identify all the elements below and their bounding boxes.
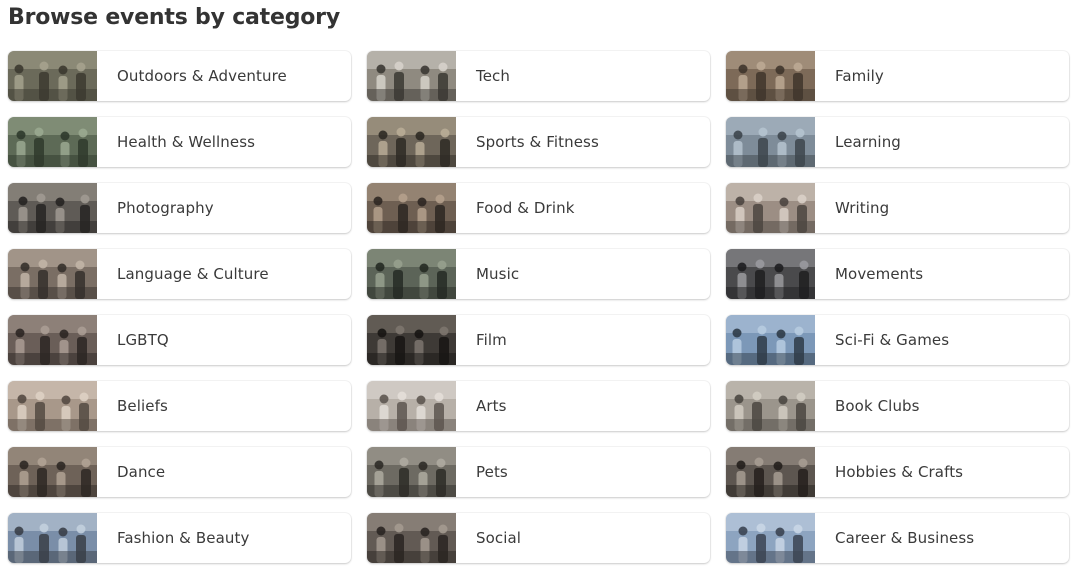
writing-photo bbox=[726, 183, 815, 233]
category-card[interactable]: Sci-Fi & Games bbox=[726, 315, 1069, 365]
learning-photo bbox=[726, 117, 815, 167]
arts-photo bbox=[367, 381, 456, 431]
category-label: Sci-Fi & Games bbox=[835, 331, 950, 349]
category-label: Dance bbox=[117, 463, 166, 481]
scifi-photo bbox=[726, 315, 815, 365]
category-card[interactable]: Tech bbox=[367, 51, 710, 101]
category-card[interactable]: Arts bbox=[367, 381, 710, 431]
category-label: Social bbox=[476, 529, 522, 547]
category-card[interactable]: Book Clubs bbox=[726, 381, 1069, 431]
page-title: Browse events by category bbox=[8, 5, 340, 30]
outdoors-photo bbox=[8, 51, 97, 101]
category-card[interactable]: Health & Wellness bbox=[8, 117, 351, 167]
category-label: Arts bbox=[476, 397, 507, 415]
category-label: Food & Drink bbox=[476, 199, 575, 217]
category-card[interactable]: Beliefs bbox=[8, 381, 351, 431]
category-card[interactable]: Food & Drink bbox=[367, 183, 710, 233]
category-label: Fashion & Beauty bbox=[117, 529, 250, 547]
category-card[interactable]: Language & Culture bbox=[8, 249, 351, 299]
category-card[interactable]: Film bbox=[367, 315, 710, 365]
category-label: Film bbox=[476, 331, 507, 349]
photography-photo bbox=[8, 183, 97, 233]
category-card[interactable]: Hobbies & Crafts bbox=[726, 447, 1069, 497]
category-card[interactable]: Music bbox=[367, 249, 710, 299]
category-label: Beliefs bbox=[117, 397, 168, 415]
category-grid: Outdoors & Adventure Tech Family Health & W… bbox=[8, 51, 1070, 563]
category-label: Hobbies & Crafts bbox=[835, 463, 964, 481]
movements-photo bbox=[726, 249, 815, 299]
category-label: Sports & Fitness bbox=[476, 133, 599, 151]
category-card[interactable]: LGBTQ bbox=[8, 315, 351, 365]
tech-photo bbox=[367, 51, 456, 101]
category-label: Photography bbox=[117, 199, 214, 217]
category-label: Pets bbox=[476, 463, 508, 481]
category-label: Health & Wellness bbox=[117, 133, 256, 151]
health-photo bbox=[8, 117, 97, 167]
pets-photo bbox=[367, 447, 456, 497]
beliefs-photo bbox=[8, 381, 97, 431]
category-label: Book Clubs bbox=[835, 397, 920, 415]
category-card[interactable]: Photography bbox=[8, 183, 351, 233]
category-card[interactable]: Family bbox=[726, 51, 1069, 101]
category-label: Outdoors & Adventure bbox=[117, 67, 287, 85]
category-card[interactable]: Outdoors & Adventure bbox=[8, 51, 351, 101]
category-label: Writing bbox=[835, 199, 890, 217]
category-card[interactable]: Sports & Fitness bbox=[367, 117, 710, 167]
category-card[interactable]: Pets bbox=[367, 447, 710, 497]
hobbies-photo bbox=[726, 447, 815, 497]
food-photo bbox=[367, 183, 456, 233]
category-label: Movements bbox=[835, 265, 924, 283]
category-card[interactable]: Social bbox=[367, 513, 710, 563]
social-photo bbox=[367, 513, 456, 563]
family-photo bbox=[726, 51, 815, 101]
sports-photo bbox=[367, 117, 456, 167]
music-photo bbox=[367, 249, 456, 299]
category-label: Music bbox=[476, 265, 520, 283]
fashion-photo bbox=[8, 513, 97, 563]
film-photo bbox=[367, 315, 456, 365]
category-label: Career & Business bbox=[835, 529, 975, 547]
category-label: Tech bbox=[476, 67, 510, 85]
language-photo bbox=[8, 249, 97, 299]
category-card[interactable]: Movements bbox=[726, 249, 1069, 299]
category-label: Learning bbox=[835, 133, 901, 151]
category-card[interactable]: Dance bbox=[8, 447, 351, 497]
category-label: LGBTQ bbox=[117, 331, 169, 349]
category-label: Language & Culture bbox=[117, 265, 269, 283]
category-card[interactable]: Fashion & Beauty bbox=[8, 513, 351, 563]
category-label: Family bbox=[835, 67, 884, 85]
category-card[interactable]: Learning bbox=[726, 117, 1069, 167]
category-card[interactable]: Writing bbox=[726, 183, 1069, 233]
career-photo bbox=[726, 513, 815, 563]
category-card[interactable]: Career & Business bbox=[726, 513, 1069, 563]
bookclubs-photo bbox=[726, 381, 815, 431]
dance-photo bbox=[8, 447, 97, 497]
lgbtq-photo bbox=[8, 315, 97, 365]
